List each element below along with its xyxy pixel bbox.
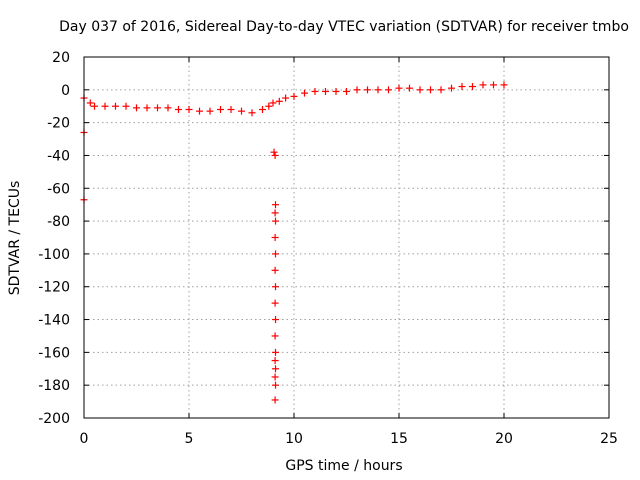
data-point [448,84,455,92]
data-point [271,373,279,381]
data-point [271,299,279,307]
data-point [259,106,266,114]
y-tick-label: -200 [38,411,70,427]
x-tick-label: 5 [185,431,194,447]
data-point [322,87,329,95]
axis-ticks: 0 5 10 15 20 25 20 0 -20 -40 -60 -80 -100 -120 -140 -16… [38,50,618,447]
plot-frame [83,56,610,419]
data-point [500,81,508,89]
data-point [385,86,392,94]
data-point [271,396,279,404]
data-point [406,84,413,92]
x-tick-label: 20 [495,431,513,447]
chart-title: Day 037 of 2016, Sidereal Day-to-day VTE… [59,19,629,35]
data-point [479,81,487,89]
data-point [275,97,283,105]
data-point [374,86,382,94]
data-point [122,102,130,110]
data-point [272,316,280,324]
x-tick-label: 0 [80,431,89,447]
data-point [332,87,340,95]
y-tick-label: -40 [47,148,70,164]
data-points [80,81,508,404]
data-point [175,106,182,114]
y-tick-label: -80 [47,214,70,230]
data-point [271,209,279,217]
data-point [272,381,280,389]
data-point [227,106,235,114]
data-point [185,106,193,114]
y-tick-label: -160 [38,345,70,361]
data-point [238,107,245,115]
y-tick-label: 0 [61,83,70,99]
data-point [301,89,308,97]
y-tick-label: -20 [47,116,70,132]
data-point [395,84,403,92]
y-tick-label: -120 [38,280,70,296]
x-tick-label: 10 [285,431,303,447]
data-point [469,83,476,91]
data-point [133,104,140,112]
data-point [271,151,279,159]
data-point [143,104,151,112]
data-point [248,109,256,117]
data-point [272,348,280,356]
data-point [196,107,203,115]
data-point [206,107,214,115]
x-axis-label: GPS time / hours [285,458,402,474]
y-tick-label: -100 [38,247,70,263]
data-point [272,201,280,209]
data-point [112,102,119,110]
data-point [458,83,466,91]
y-tick-label: -140 [38,313,70,329]
data-point [164,104,172,112]
y-tick-label: 20 [52,50,70,66]
data-point [416,86,424,94]
data-point [271,234,279,241]
data-point [217,106,224,114]
data-point [437,86,445,94]
data-point [290,92,298,100]
y-tick-label: -180 [38,378,70,394]
data-point [86,99,94,107]
data-point [271,357,279,365]
data-point [282,94,290,102]
data-point [353,86,361,94]
data-point [270,148,278,156]
x-tick-label: 15 [390,431,408,447]
data-point [271,266,279,274]
data-point [101,102,109,110]
data-point [265,102,273,110]
data-point [272,365,280,373]
data-point [272,250,280,258]
data-point [364,86,371,94]
data-point [427,86,434,94]
y-axis-label: SDTVAR / TECUs [7,181,23,296]
data-point [272,217,280,225]
data-point [343,87,350,95]
y-tick-label: -60 [47,181,70,197]
data-point [91,102,98,110]
grid [84,57,609,418]
x-tick-label: 25 [600,431,618,447]
data-point [271,332,279,340]
data-point [490,81,497,89]
data-point [269,99,277,107]
data-point [311,87,319,95]
data-point [272,283,280,291]
data-point [154,104,161,112]
